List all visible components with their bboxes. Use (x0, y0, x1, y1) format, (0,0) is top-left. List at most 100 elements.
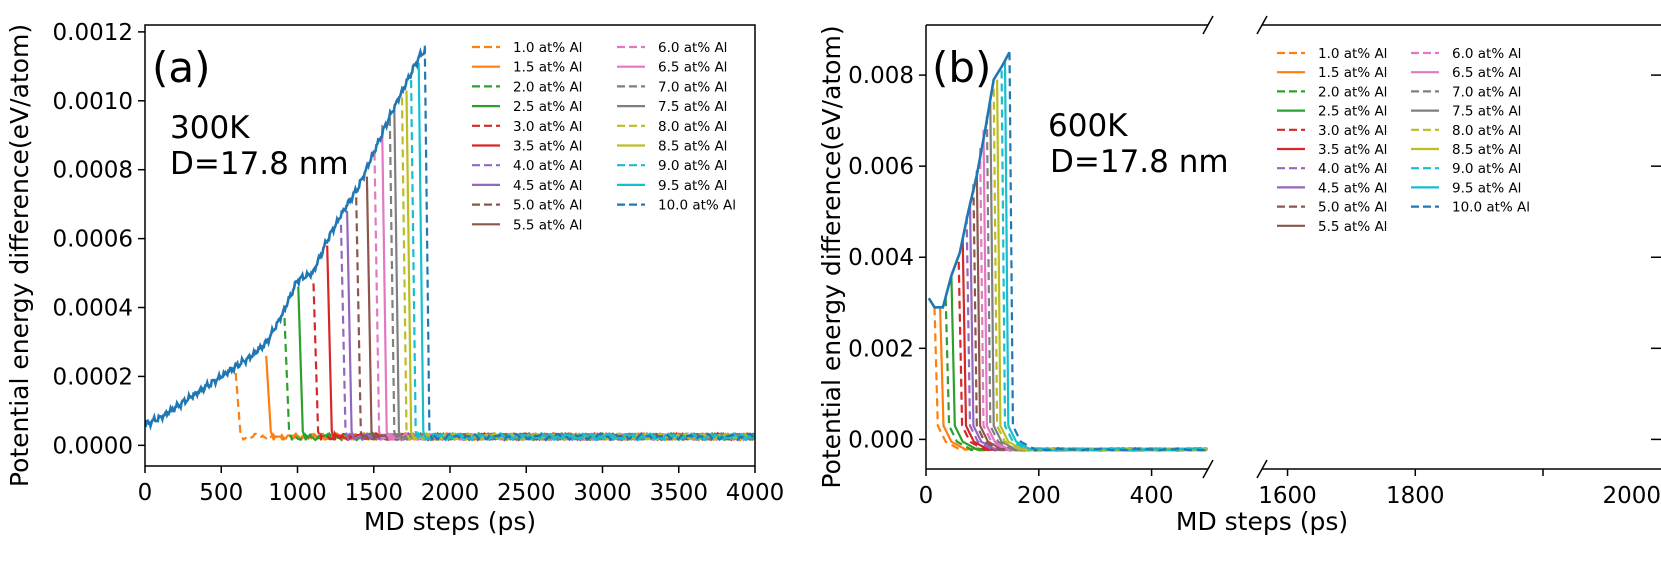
series-line-b-right-8 (1262, 449, 1543, 451)
series-a-2 (283, 317, 755, 442)
legend-label-a-10: 6.0 at% Al (658, 40, 727, 56)
legend-a: 1.0 at% Al 1.5 at% Al 2.0 at% Al 2.5 at% Al… (472, 40, 736, 233)
annotation-diameter-a: D=17.8 nm (170, 146, 349, 182)
x-tick-label-b-left-0: 0 (919, 483, 934, 509)
series-b-18 (1008, 52, 1207, 452)
axis-break-mark-b-2 (1256, 15, 1268, 35)
legend-label-b-10: 6.0 at% Al (1452, 46, 1521, 62)
panel-a: 0 500 1000 1500 2000 2500 3000 3500 4000 0.0000 0.… (5, 20, 784, 536)
series-b-6 (965, 216, 1543, 452)
series-a-9 (365, 176, 755, 442)
legend-label-b-3: 2.5 at% Al (1318, 104, 1387, 120)
series-line-b-right-10 (1262, 449, 1543, 451)
y-tick-label-a-4: 0.0008 (53, 158, 133, 184)
panel-label-a: (a) (152, 43, 211, 92)
growth-curve-a (145, 46, 427, 431)
panel-b: 0 200 400 1600 1800 2000 0.000 0.002 0.004 0.006 0… (817, 15, 1661, 536)
series-line-b-right-15 (1262, 449, 1543, 451)
legend-label-a-8: 5.0 at% Al (513, 198, 582, 214)
growth-curve-b (927, 51, 1011, 309)
x-tick-label-a-6: 3000 (573, 480, 632, 506)
series-line-b-right-17 (1262, 449, 1543, 451)
legend-label-a-14: 8.0 at% Al (658, 119, 727, 135)
series-line-b-right-3 (1262, 449, 1543, 451)
panel-label-b: (b) (932, 43, 991, 92)
y-tick-label-a-2: 0.0004 (53, 296, 133, 322)
legend-label-a-13: 7.5 at% Al (658, 99, 727, 115)
legend-label-b-14: 8.0 at% Al (1452, 123, 1521, 139)
x-tick-label-b-right-0: 1600 (1258, 483, 1317, 509)
legend-label-b-18: 10.0 at% Al (1452, 200, 1530, 216)
series-line-b-right-0 (1262, 449, 1543, 451)
series-line-b-right-5 (1262, 449, 1543, 451)
y-tick-label-a-1: 0.0002 (53, 364, 133, 390)
series-line-b-right-1 (1262, 449, 1543, 451)
legend-label-b-4: 3.0 at% Al (1318, 123, 1387, 139)
legend-label-b-11: 6.5 at% Al (1452, 65, 1521, 81)
series-a-0 (234, 372, 755, 442)
series-b-7 (968, 202, 1208, 452)
legend-label-a-11: 6.5 at% Al (658, 60, 727, 76)
legend-label-a-4: 3.0 at% Al (513, 119, 582, 135)
x-axis-label-a: MD steps (ps) (364, 507, 536, 536)
legend-label-b-5: 3.5 at% Al (1318, 142, 1387, 158)
x-tick-label-a-0: 0 (138, 480, 153, 506)
series-line-b-right-4 (1262, 449, 1543, 451)
series-line-b-right-11 (1262, 449, 1543, 451)
legend-label-a-12: 7.0 at% Al (658, 79, 727, 95)
legend-label-b-9: 5.5 at% Al (1318, 219, 1387, 235)
annotation-temperature-b: 600K (1048, 108, 1128, 144)
legend-label-a-5: 3.5 at% Al (513, 139, 582, 155)
series-line-a-3 (297, 286, 755, 442)
series-line-a-0 (234, 372, 755, 442)
annotation-diameter-b: D=17.8 nm (1050, 144, 1229, 180)
y-tick-label-b-0: 0.000 (848, 427, 914, 453)
series-line-a-8 (355, 197, 755, 442)
series-b-5 (961, 238, 1543, 452)
y-tick-label-a-3: 0.0006 (53, 227, 133, 253)
y-tick-label-b-1: 0.002 (848, 336, 914, 362)
series-a-8 (355, 197, 755, 442)
legend-label-b-15: 8.5 at% Al (1452, 142, 1521, 158)
legend-label-a-17: 9.5 at% Al (658, 178, 727, 194)
legend-label-b-1: 1.5 at% Al (1318, 65, 1387, 81)
legend-label-a-15: 8.5 at% Al (658, 139, 727, 155)
legend-label-a-2: 2.0 at% Al (513, 79, 582, 95)
x-tick-label-a-2: 1000 (268, 480, 327, 506)
x-tick-label-a-1: 500 (199, 480, 243, 506)
series-b-2 (944, 298, 1206, 452)
x-tick-label-a-5: 2500 (497, 480, 556, 506)
legend-label-a-3: 2.5 at% Al (513, 99, 582, 115)
series-line-b-18 (1008, 52, 1207, 452)
y-tick-label-a-0: 0.0000 (53, 433, 133, 459)
series-b-1 (939, 307, 1543, 452)
y-tick-label-a-5: 0.0010 (53, 89, 133, 115)
axis-break-mark-b-3 (1256, 459, 1268, 479)
y-tick-label-b-3: 0.006 (848, 154, 914, 180)
x-tick-label-a-4: 2000 (421, 480, 480, 506)
legend-label-b-0: 1.0 at% Al (1318, 46, 1387, 62)
legend-label-b-17: 9.5 at% Al (1452, 180, 1521, 196)
x-tick-label-a-8: 4000 (726, 480, 785, 506)
series-line-a-9 (365, 176, 755, 442)
annotation-temperature-a: 300K (170, 110, 250, 146)
series-line-b-right-9 (1262, 449, 1543, 451)
series-line-a-10 (373, 152, 755, 442)
series-line-b-right-14 (1262, 449, 1543, 451)
series-line-b-right-6 (1262, 449, 1543, 451)
legend-label-b-6: 4.0 at% Al (1318, 161, 1387, 177)
series-b-3 (950, 275, 1543, 452)
series-line-b-right-12 (1262, 449, 1543, 451)
legend-label-b-16: 9.0 at% Al (1452, 161, 1521, 177)
legend-label-b-8: 5.0 at% Al (1318, 200, 1387, 216)
legend-label-a-6: 4.0 at% Al (513, 158, 582, 174)
legend-label-b-7: 4.5 at% Al (1318, 180, 1387, 196)
series-line-b-right-13 (1262, 449, 1543, 451)
legend-label-b-13: 7.5 at% Al (1452, 104, 1521, 120)
series-a-10 (373, 152, 755, 442)
legend-label-b-2: 2.0 at% Al (1318, 84, 1387, 100)
x-tick-label-b-right-2: 2000 (1602, 483, 1661, 509)
legend-label-a-1: 1.5 at% Al (513, 60, 582, 76)
legend-b: 1.0 at% Al 1.5 at% Al 2.0 at% Al 2.5 at% Al… (1277, 46, 1530, 235)
